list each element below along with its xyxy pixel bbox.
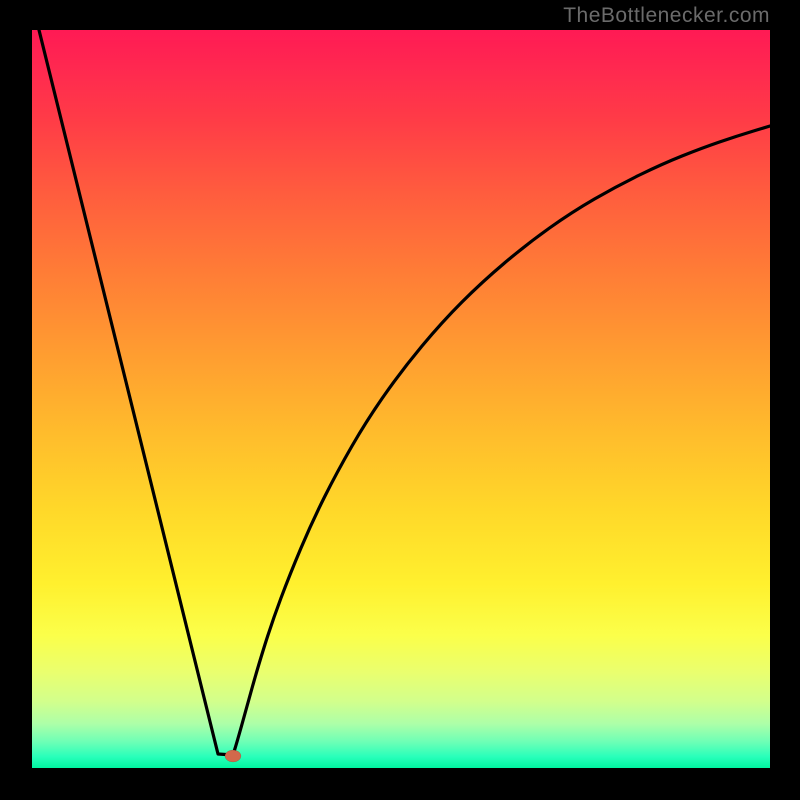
watermark-text: TheBottlenecker.com xyxy=(563,4,770,28)
optimal-point-marker xyxy=(225,750,241,762)
chart-container: TheBottlenecker.com xyxy=(0,0,800,800)
bottleneck-curve xyxy=(39,30,770,755)
curve-layer xyxy=(32,30,770,768)
plot-area xyxy=(32,30,770,768)
